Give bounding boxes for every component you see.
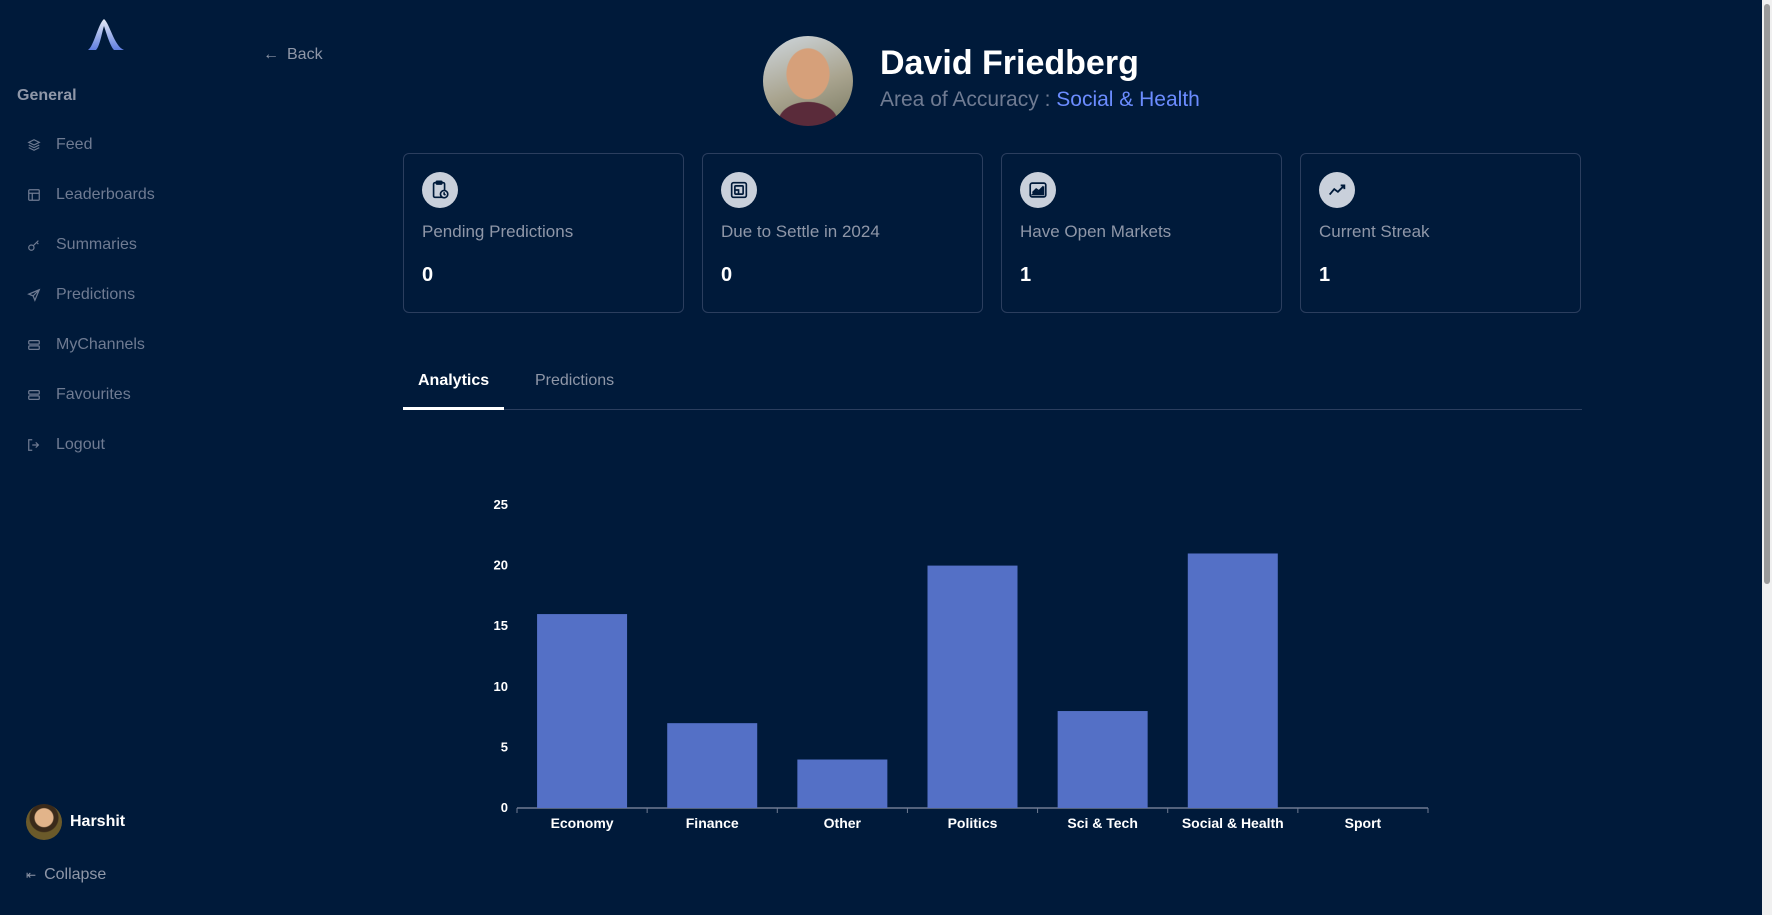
tab-bar: Analytics Predictions bbox=[403, 360, 1582, 410]
bar bbox=[1057, 711, 1148, 808]
stat-label: Pending Predictions bbox=[422, 222, 574, 241]
stat-value: 0 bbox=[422, 264, 434, 286]
x-tick-label: Sport bbox=[1345, 815, 1382, 831]
user-name: Harshit bbox=[70, 813, 126, 830]
category-bar-chart: 0 5 10 15 20 25 Economy Finance Other Politics Sci… bbox=[494, 497, 1429, 831]
chart-area-icon bbox=[1020, 172, 1056, 208]
avatar bbox=[26, 804, 62, 840]
bar bbox=[537, 614, 628, 808]
table-icon bbox=[26, 187, 42, 203]
trend-line-icon bbox=[1319, 172, 1355, 208]
calendar-frame-icon bbox=[721, 172, 757, 208]
stat-card-due-to-settle: Due to Settle in 2024 0 bbox=[702, 153, 983, 313]
section-title: General bbox=[17, 87, 77, 104]
back-label: Back bbox=[287, 46, 323, 63]
scrollbar-thumb[interactable] bbox=[1764, 4, 1770, 584]
sidebar-item-label: Feed bbox=[56, 136, 93, 153]
y-tick-label: 0 bbox=[501, 800, 508, 815]
bar bbox=[927, 565, 1018, 808]
stat-label: Due to Settle in 2024 bbox=[721, 222, 880, 241]
stat-card-pending-predictions: Pending Predictions 0 bbox=[403, 153, 684, 313]
collapse-button[interactable]: ⇤ Collapse bbox=[26, 866, 106, 884]
stat-card-open-markets: Have Open Markets 1 bbox=[1001, 153, 1282, 313]
layers-icon bbox=[26, 137, 42, 153]
stat-label: Have Open Markets bbox=[1020, 222, 1172, 241]
y-tick-label: 5 bbox=[501, 739, 508, 754]
x-tick-label: Politics bbox=[948, 815, 998, 831]
current-user[interactable]: Harshit bbox=[26, 804, 125, 840]
sidebar-item-feed[interactable]: Feed bbox=[0, 120, 212, 170]
stat-value: 0 bbox=[721, 264, 733, 286]
back-button[interactable]: ← Back bbox=[263, 46, 323, 64]
sidebar-item-predictions[interactable]: Predictions bbox=[0, 270, 212, 320]
key-icon bbox=[26, 237, 42, 253]
profile-name: David Friedberg bbox=[880, 44, 1139, 82]
page-scrollbar[interactable] bbox=[1762, 0, 1772, 915]
accuracy-value: Social & Health bbox=[1056, 88, 1200, 111]
sidebar-item-favourites[interactable]: Favourites bbox=[0, 370, 212, 420]
sidebar-item-label: Predictions bbox=[56, 286, 136, 303]
sidebar-item-label: MyChannels bbox=[56, 336, 145, 353]
bar bbox=[797, 759, 888, 808]
sidebar: General Feed Leaderboards Summaries Pred… bbox=[0, 0, 212, 915]
x-tick-label: Sci & Tech bbox=[1067, 815, 1138, 831]
collapse-label: Collapse bbox=[44, 866, 107, 883]
y-tick-label: 25 bbox=[494, 497, 508, 512]
sidebar-nav: Feed Leaderboards Summaries Predictions … bbox=[0, 120, 212, 470]
stat-label: Current Streak bbox=[1319, 222, 1430, 241]
bar bbox=[1187, 553, 1278, 808]
sidebar-item-label: Favourites bbox=[56, 386, 131, 403]
app-logo[interactable] bbox=[84, 16, 128, 52]
sidebar-item-summaries[interactable]: Summaries bbox=[0, 220, 212, 270]
x-tick-label: Other bbox=[824, 815, 862, 831]
tab-analytics[interactable]: Analytics bbox=[403, 360, 505, 410]
sidebar-item-label: Leaderboards bbox=[56, 186, 155, 203]
accuracy-label: Area of Accuracy : bbox=[880, 88, 1051, 111]
sidebar-item-mychannels[interactable]: MyChannels bbox=[0, 320, 212, 370]
x-tick-label: Finance bbox=[686, 815, 739, 831]
bar bbox=[667, 723, 758, 808]
tab-predictions[interactable]: Predictions bbox=[535, 372, 615, 389]
sidebar-item-logout[interactable]: Logout bbox=[0, 420, 212, 470]
area-of-accuracy: Area of Accuracy : Social & Health bbox=[880, 88, 1200, 112]
stat-card-current-streak: Current Streak 1 bbox=[1300, 153, 1581, 313]
x-tick-label: Social & Health bbox=[1182, 815, 1284, 831]
list-icon bbox=[26, 337, 42, 353]
y-tick-label: 20 bbox=[494, 558, 508, 573]
sidebar-item-label: Logout bbox=[56, 436, 105, 453]
list-icon bbox=[26, 387, 42, 403]
y-tick-label: 15 bbox=[494, 618, 508, 633]
stat-value: 1 bbox=[1319, 264, 1331, 286]
collapse-icon: ⇤ bbox=[26, 868, 37, 882]
arrow-left-icon: ← bbox=[263, 46, 279, 63]
clipboard-clock-icon bbox=[422, 172, 458, 208]
profile-photo bbox=[763, 36, 853, 126]
sidebar-item-leaderboards[interactable]: Leaderboards bbox=[0, 170, 212, 220]
x-tick-label: Economy bbox=[551, 815, 614, 831]
logout-icon bbox=[26, 437, 42, 453]
y-tick-label: 10 bbox=[494, 679, 508, 694]
stat-value: 1 bbox=[1020, 264, 1032, 286]
sidebar-item-label: Summaries bbox=[56, 236, 137, 253]
send-icon bbox=[26, 287, 42, 303]
